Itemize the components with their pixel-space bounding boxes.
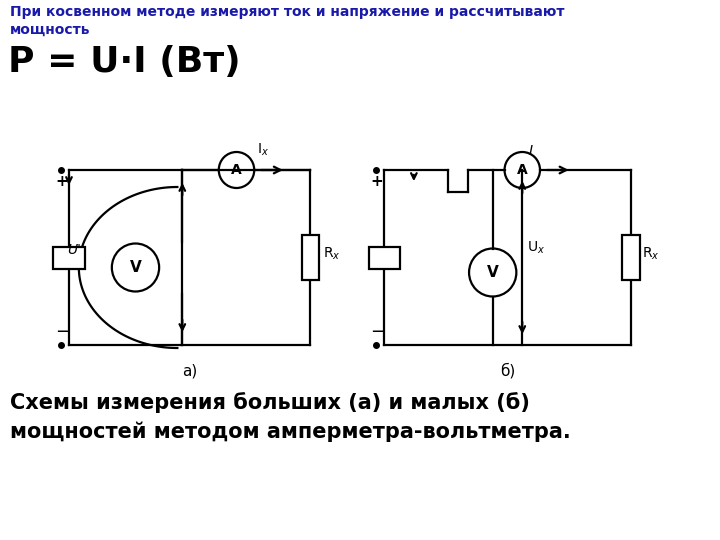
Text: При косвенном методе измеряют ток и напряжение и рассчитывают
мощность: При косвенном методе измеряют ток и напр… xyxy=(10,5,564,36)
Text: V: V xyxy=(487,265,498,280)
Text: а): а) xyxy=(182,363,197,378)
Text: −: − xyxy=(371,323,386,341)
Text: A: A xyxy=(517,163,528,177)
Text: R$_x$: R$_x$ xyxy=(323,245,341,262)
Text: б): б) xyxy=(500,363,515,379)
Bar xyxy=(369,246,400,268)
Text: Схемы измерения больших (а) и малых (б)
мощностей методом амперметра-вольтметра.: Схемы измерения больших (а) и малых (б) … xyxy=(10,392,571,442)
Text: I: I xyxy=(529,144,534,158)
Text: U$_x$: U$_x$ xyxy=(527,239,545,256)
Text: A: A xyxy=(231,163,242,177)
Text: +: + xyxy=(55,174,68,189)
Text: P = U·I (Вт): P = U·I (Вт) xyxy=(8,45,240,79)
Text: R$_x$: R$_x$ xyxy=(642,245,660,262)
Text: V: V xyxy=(130,260,141,275)
Text: +: + xyxy=(371,174,383,189)
Text: U': U' xyxy=(67,242,81,256)
Text: −: − xyxy=(55,323,71,341)
Bar xyxy=(302,235,319,280)
Bar xyxy=(53,246,85,268)
Bar xyxy=(622,235,639,280)
Text: I$_x$: I$_x$ xyxy=(257,141,269,158)
